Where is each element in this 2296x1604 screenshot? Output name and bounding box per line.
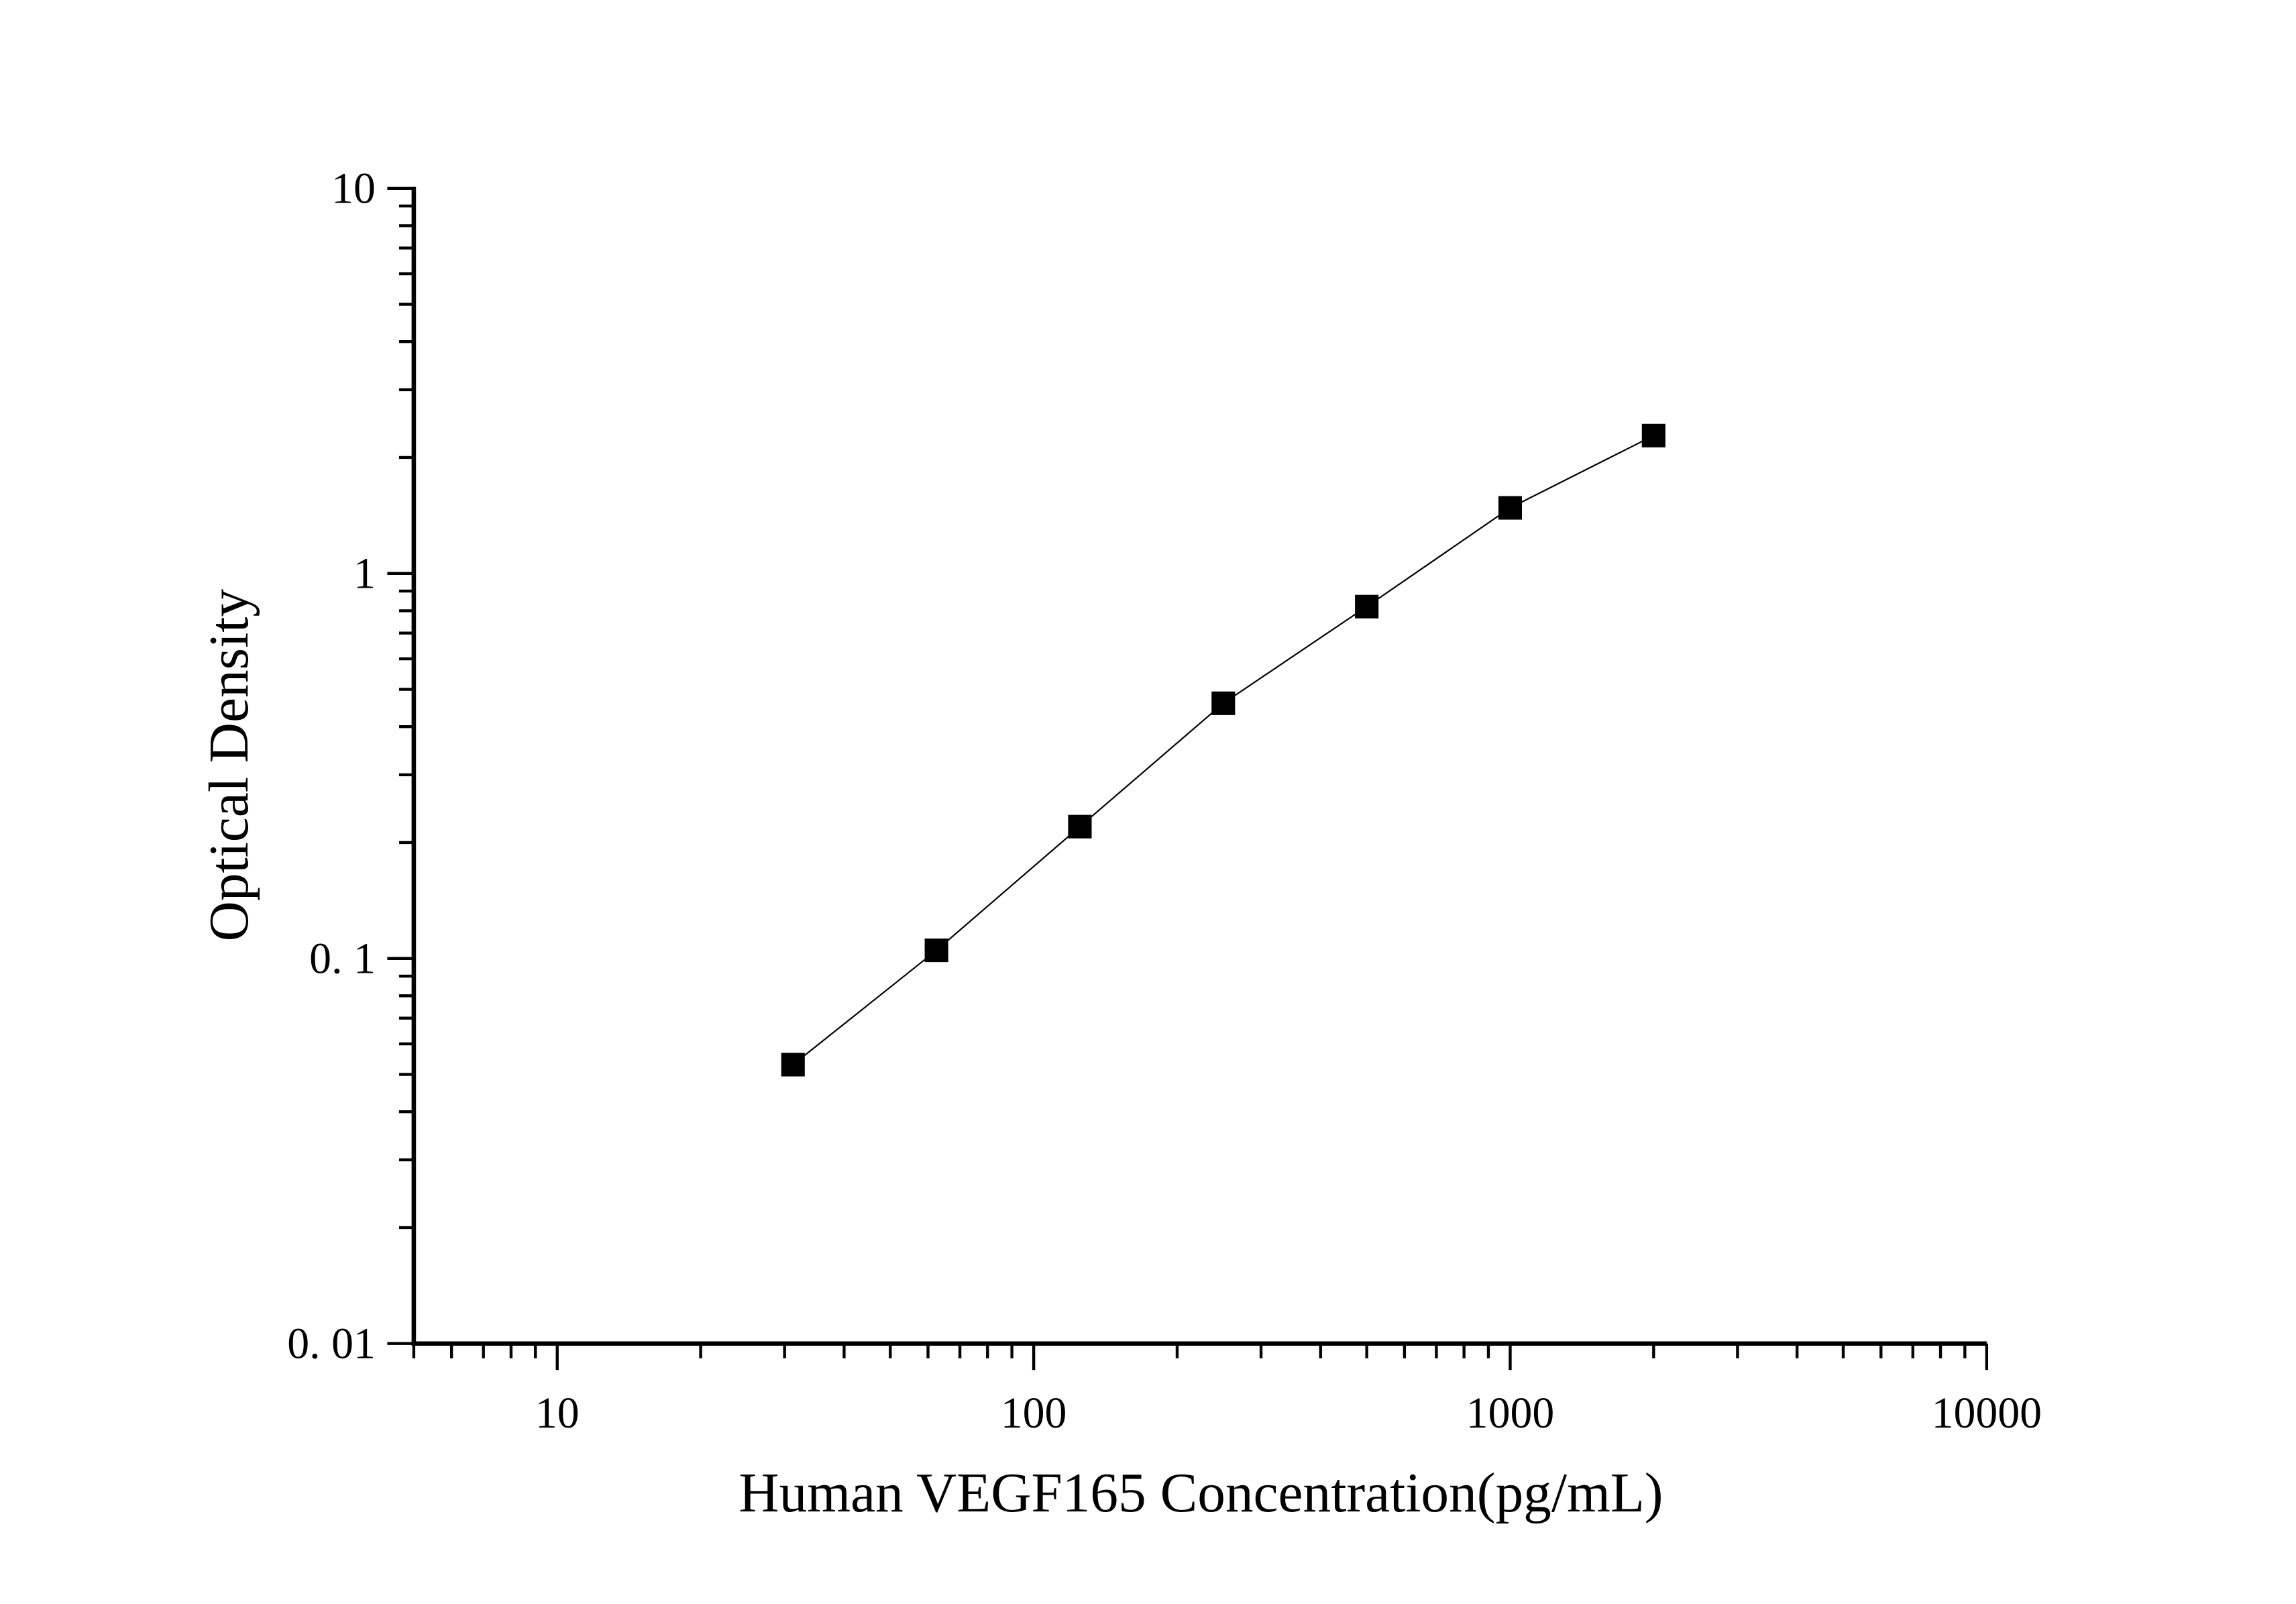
data-point-marker [1355, 594, 1379, 619]
x-tick-label: 10000 [1932, 1389, 2042, 1438]
series [781, 423, 1665, 1077]
data-point-marker [924, 939, 948, 963]
tick-labels: 10 100 1000 10000 0. 01 0. 1 1 10 [287, 164, 2042, 1438]
x-tick-label: 100 [1001, 1389, 1067, 1438]
ticks [387, 186, 1989, 1371]
y-tick-label: 0. 1 [309, 934, 376, 983]
x-tick-label: 1000 [1466, 1389, 1555, 1438]
y-tick-label: 1 [353, 549, 376, 598]
y-tick-label: 10 [331, 164, 376, 213]
y-tick-label: 0. 01 [287, 1320, 376, 1369]
data-point-marker [1068, 814, 1092, 839]
x-axis-label: Human VEGF165 Concentration(pg/mL) [739, 1462, 1663, 1524]
data-point-marker [1641, 423, 1665, 447]
x-tick-label: 10 [535, 1389, 580, 1438]
y-axis-label: Optical Density [199, 589, 260, 942]
data-point-marker [1498, 496, 1523, 520]
series-line [792, 435, 1654, 1065]
data-point-marker [781, 1053, 805, 1077]
axes [411, 186, 1987, 1346]
data-point-marker [1211, 691, 1236, 715]
